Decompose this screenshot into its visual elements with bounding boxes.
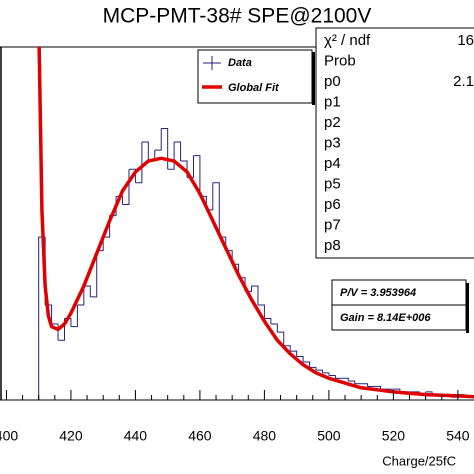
- annotation-shadow: [466, 283, 469, 333]
- histogram-bin: [193, 155, 201, 197]
- stats-label: p7: [324, 216, 341, 233]
- histogram-bin: [174, 141, 182, 162]
- stats-label: Prob: [324, 52, 356, 69]
- legend-label: Data: [228, 57, 252, 69]
- legend-box: [197, 49, 313, 104]
- histogram-bin: [309, 366, 317, 371]
- stats-label: p5: [324, 175, 341, 192]
- histogram-bin: [135, 142, 143, 184]
- histogram-bin: [141, 141, 149, 162]
- stats-label: p8: [324, 237, 341, 254]
- x-tick-label: 420: [59, 428, 83, 444]
- annotation-box: P/V = 3.953964 Gain = 8.14E+006: [331, 279, 469, 333]
- histogram-bin: [264, 318, 272, 324]
- stats-value: 2.1: [453, 73, 474, 90]
- stats-value: 16: [457, 32, 474, 49]
- histogram-bin: [70, 304, 78, 328]
- histogram-bin: [296, 356, 304, 362]
- histogram-bin: [77, 285, 85, 306]
- histogram-bin: [257, 304, 265, 319]
- plot-area: [37, 47, 474, 400]
- x-tick-label: 460: [188, 428, 212, 444]
- histogram-bin: [328, 375, 336, 379]
- stats-frame: [315, 27, 474, 259]
- histogram-bin: [374, 385, 381, 390]
- histogram-bin: [128, 168, 136, 183]
- chart-title: MCP-PMT-38# SPE@2100V: [103, 5, 372, 28]
- histogram-bin: [251, 285, 259, 305]
- histogram-bin: [161, 127, 169, 170]
- x-tick-label: 400: [0, 428, 18, 444]
- legend: Data Global Fit: [197, 49, 315, 105]
- histogram-bin: [270, 323, 278, 333]
- stats-label: p1: [324, 93, 341, 110]
- histogram-bin: [167, 142, 175, 170]
- histogram-bin: [83, 285, 91, 297]
- annotation: Gain = 8.14E+006: [340, 312, 431, 324]
- stats-label: p0: [324, 73, 341, 90]
- stats-label: χ² / ndf: [324, 32, 371, 49]
- x-tick-label: 500: [317, 428, 341, 444]
- histogram-bin: [341, 377, 349, 381]
- stats-box: χ² / ndf 16 Prob p0 2.1 p1 p2 p3 p4 p5 p6 p7 p8: [315, 27, 474, 259]
- histogram-bin: [316, 369, 323, 373]
- histogram-bin: [90, 250, 98, 298]
- x-tick-label: 540: [446, 428, 470, 444]
- legend-shadow: [312, 52, 315, 105]
- histogram-bin: [212, 182, 220, 238]
- stats-label: p2: [324, 114, 341, 131]
- annotation: P/V = 3.953964: [340, 287, 416, 299]
- x-tick-label: 480: [253, 428, 277, 444]
- stats-label: p4: [324, 155, 341, 172]
- stats-label: p6: [324, 196, 341, 213]
- histogram-bin: [303, 361, 311, 368]
- fit-curve: [37, 47, 474, 399]
- histogram-bin: [116, 195, 124, 205]
- histogram-bin: [361, 383, 369, 387]
- legend-label: Global Fit: [228, 82, 280, 94]
- histogram-bin: [348, 380, 356, 384]
- x-tick-label: 520: [382, 428, 406, 444]
- histogram-bin: [290, 350, 298, 357]
- stats-label: p3: [324, 134, 341, 151]
- histogram-bin: [283, 345, 291, 352]
- histogram-bin: [277, 331, 285, 346]
- x-axis-title: Charge/25fC: [382, 453, 456, 468]
- histogram-bin: [322, 372, 330, 376]
- histogram-bin: [51, 323, 59, 341]
- x-tick-label: 440: [124, 428, 148, 444]
- histogram-bin: [154, 128, 162, 151]
